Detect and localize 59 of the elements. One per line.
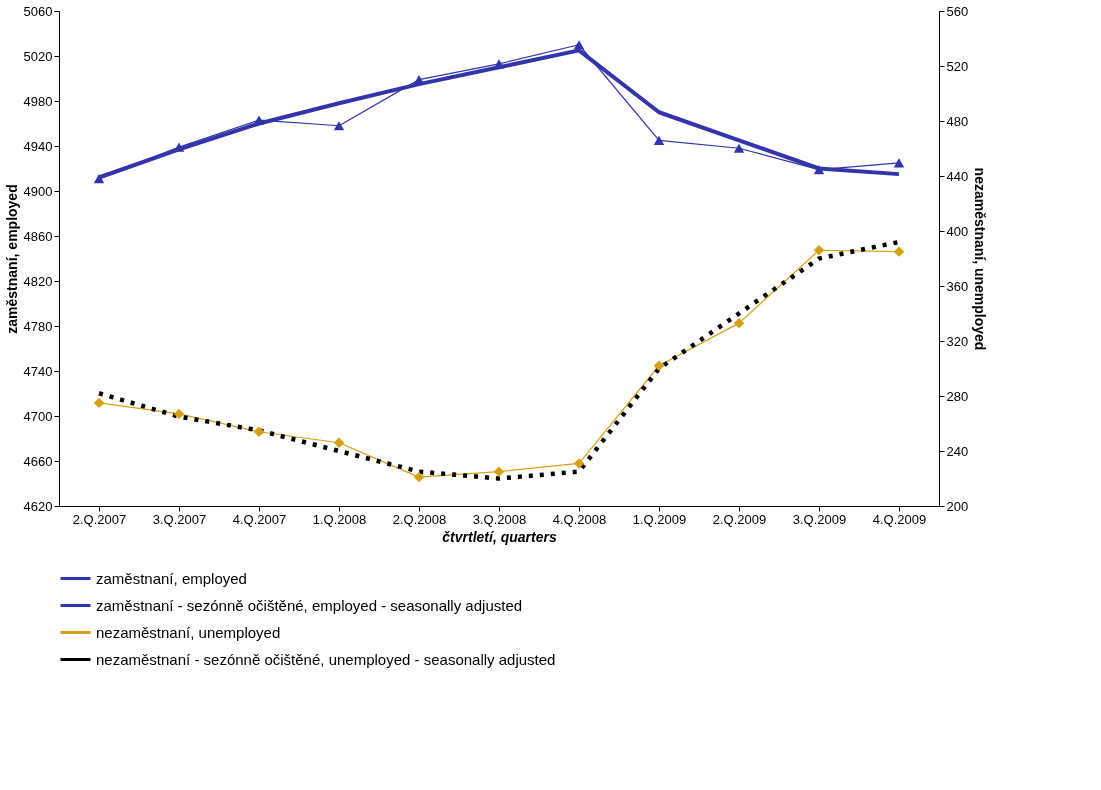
legend-label: nezaměstnaní, unemployed <box>96 623 281 641</box>
y2-tick-label: 200 <box>946 498 969 514</box>
point <box>653 135 665 145</box>
x-tick-label: 2.Q.2008 <box>392 511 447 527</box>
y-tick-label: 4900 <box>23 183 53 199</box>
point <box>93 174 105 184</box>
y-axis-title: zaměstnaní, employed <box>3 184 20 334</box>
x-axis-title: čtvrtletí, quarters <box>442 528 557 545</box>
y2-tick-label: 400 <box>946 223 969 239</box>
x-tick-label: 1.Q.2008 <box>312 511 367 527</box>
x-tick-label: 1.Q.2009 <box>632 511 687 527</box>
point <box>573 458 585 469</box>
y-tick-label: 4980 <box>23 93 53 109</box>
legend-label: nezaměstnaní - sezónně očištěné, unemployed - seasonally adjusted <box>96 650 556 668</box>
point <box>733 317 745 329</box>
point <box>93 397 105 409</box>
legend-label: zaměstnaní, employed <box>96 569 247 587</box>
point <box>253 115 265 125</box>
y2-tick-label: 440 <box>946 168 969 184</box>
y-tick-label: 4620 <box>23 498 53 514</box>
point <box>493 466 505 477</box>
y-tick-label: 5020 <box>23 48 53 64</box>
y-tick-label: 4660 <box>23 453 53 469</box>
x-tick-label: 4.Q.2009 <box>872 511 927 527</box>
y2-tick-label: 480 <box>946 113 969 129</box>
y2-tick-label: 240 <box>946 443 969 459</box>
x-tick-label: 3.Q.2008 <box>472 511 527 527</box>
point <box>573 40 585 50</box>
y2-tick-label: 560 <box>946 3 969 19</box>
point <box>413 471 425 483</box>
x-tick-label: 3.Q.2007 <box>152 511 207 527</box>
y2-axis-title: nezaměstnaní, unemployed <box>972 167 989 351</box>
x-tick-label: 4.Q.2007 <box>232 511 287 527</box>
y-tick-label: 4940 <box>23 138 53 154</box>
point <box>893 246 905 257</box>
y-tick-label: 4740 <box>23 363 53 379</box>
point <box>253 426 265 437</box>
y-tick-label: 4860 <box>23 228 53 244</box>
y2-tick-label: 360 <box>946 278 969 294</box>
y2-tick-label: 280 <box>946 388 969 404</box>
y-tick-label: 4780 <box>23 318 53 334</box>
x-tick-label: 3.Q.2009 <box>792 511 847 527</box>
x-tick-label: 2.Q.2007 <box>72 511 127 527</box>
y-tick-label: 5060 <box>23 3 53 19</box>
y2-tick-label: 320 <box>946 333 969 349</box>
legend-label: zaměstnaní - sezónně očištěné, employed - seasonally adjusted <box>96 596 523 614</box>
y-tick-label: 4820 <box>23 273 53 289</box>
point <box>333 437 345 448</box>
point <box>653 360 665 371</box>
point <box>893 158 905 168</box>
point <box>733 143 745 153</box>
y2-tick-label: 520 <box>946 58 969 74</box>
point <box>813 165 825 175</box>
point <box>813 245 825 256</box>
x-tick-label: 2.Q.2009 <box>712 511 767 527</box>
y-tick-label: 4700 <box>23 408 53 424</box>
x-tick-label: 4.Q.2008 <box>552 511 607 527</box>
point <box>333 121 345 131</box>
point <box>173 408 185 420</box>
